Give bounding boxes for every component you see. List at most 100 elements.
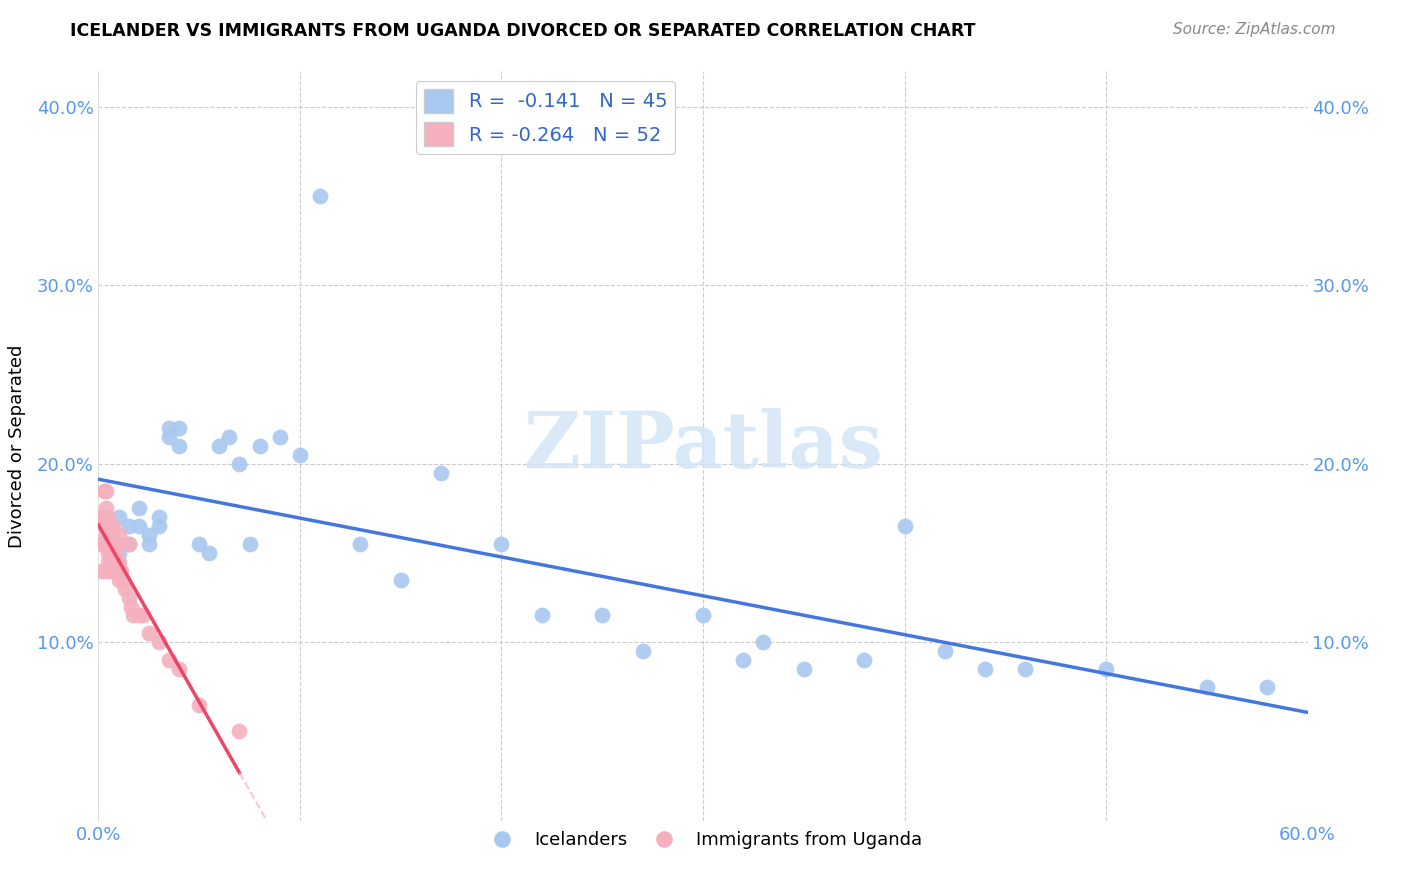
Point xyxy=(93,519,115,533)
Point xyxy=(118,537,141,551)
Point xyxy=(188,537,211,551)
Point xyxy=(128,501,150,516)
Point xyxy=(103,537,125,551)
Point xyxy=(97,519,120,533)
Point xyxy=(91,510,114,524)
Point xyxy=(100,537,122,551)
Point xyxy=(103,546,125,560)
Point xyxy=(148,635,170,649)
Point xyxy=(167,421,190,435)
Point xyxy=(218,430,240,444)
Point xyxy=(120,599,142,614)
Point xyxy=(107,573,129,587)
Point xyxy=(853,653,876,667)
Point xyxy=(430,466,453,480)
Point xyxy=(101,546,124,560)
Point xyxy=(97,546,120,560)
Point xyxy=(167,662,190,676)
Point xyxy=(107,528,129,542)
Point xyxy=(93,510,115,524)
Point xyxy=(198,546,221,560)
Point xyxy=(530,608,553,623)
Point xyxy=(138,528,160,542)
Point xyxy=(107,546,129,560)
Point xyxy=(121,608,143,623)
Point xyxy=(105,555,128,569)
Point xyxy=(389,573,412,587)
Point xyxy=(97,528,120,542)
Point xyxy=(269,430,291,444)
Point xyxy=(91,537,114,551)
Point xyxy=(101,519,124,533)
Point xyxy=(157,653,180,667)
Point xyxy=(97,555,120,569)
Point xyxy=(107,564,129,578)
Point xyxy=(100,555,122,569)
Point xyxy=(128,608,150,623)
Point xyxy=(91,564,114,578)
Point xyxy=(128,519,150,533)
Point xyxy=(114,582,136,596)
Point xyxy=(132,608,155,623)
Point xyxy=(309,189,332,203)
Point xyxy=(157,430,180,444)
Point xyxy=(752,635,775,649)
Point xyxy=(167,439,190,453)
Point xyxy=(249,439,271,453)
Point xyxy=(100,528,122,542)
Point xyxy=(631,644,654,658)
Point xyxy=(188,698,211,712)
Point xyxy=(97,564,120,578)
Y-axis label: Divorced or Separated: Divorced or Separated xyxy=(7,344,25,548)
Point xyxy=(934,644,956,658)
Point xyxy=(100,519,122,533)
Point xyxy=(105,564,128,578)
Point xyxy=(101,555,124,569)
Point xyxy=(1095,662,1118,676)
Point xyxy=(107,555,129,569)
Point xyxy=(288,448,311,462)
Text: Source: ZipAtlas.com: Source: ZipAtlas.com xyxy=(1173,22,1336,37)
Point xyxy=(239,537,262,551)
Point xyxy=(103,555,125,569)
Point xyxy=(1195,680,1218,694)
Point xyxy=(793,662,815,676)
Point xyxy=(96,537,118,551)
Point xyxy=(208,439,231,453)
Point xyxy=(228,457,250,471)
Point xyxy=(93,537,115,551)
Point xyxy=(107,510,129,524)
Point xyxy=(228,724,250,739)
Point xyxy=(118,591,141,605)
Point xyxy=(491,537,513,551)
Point xyxy=(110,564,132,578)
Point xyxy=(148,510,170,524)
Point xyxy=(692,608,714,623)
Point xyxy=(97,537,120,551)
Point xyxy=(118,519,141,533)
Point xyxy=(103,564,125,578)
Point xyxy=(148,519,170,533)
Point xyxy=(101,537,124,551)
Point xyxy=(96,483,118,498)
Point xyxy=(96,510,118,524)
Point xyxy=(157,421,180,435)
Point xyxy=(1256,680,1278,694)
Point xyxy=(97,510,120,524)
Point xyxy=(96,528,118,542)
Text: ZIPatlas: ZIPatlas xyxy=(523,408,883,484)
Text: ICELANDER VS IMMIGRANTS FROM UGANDA DIVORCED OR SEPARATED CORRELATION CHART: ICELANDER VS IMMIGRANTS FROM UGANDA DIVO… xyxy=(70,22,976,40)
Point xyxy=(118,537,141,551)
Point xyxy=(349,537,371,551)
Point xyxy=(93,483,115,498)
Legend: Icelanders, Immigrants from Uganda: Icelanders, Immigrants from Uganda xyxy=(477,824,929,856)
Point xyxy=(138,537,160,551)
Point xyxy=(138,626,160,640)
Point xyxy=(105,537,128,551)
Point xyxy=(974,662,997,676)
Point xyxy=(96,501,118,516)
Point xyxy=(1014,662,1036,676)
Point xyxy=(733,653,755,667)
Point xyxy=(591,608,613,623)
Point xyxy=(111,573,134,587)
